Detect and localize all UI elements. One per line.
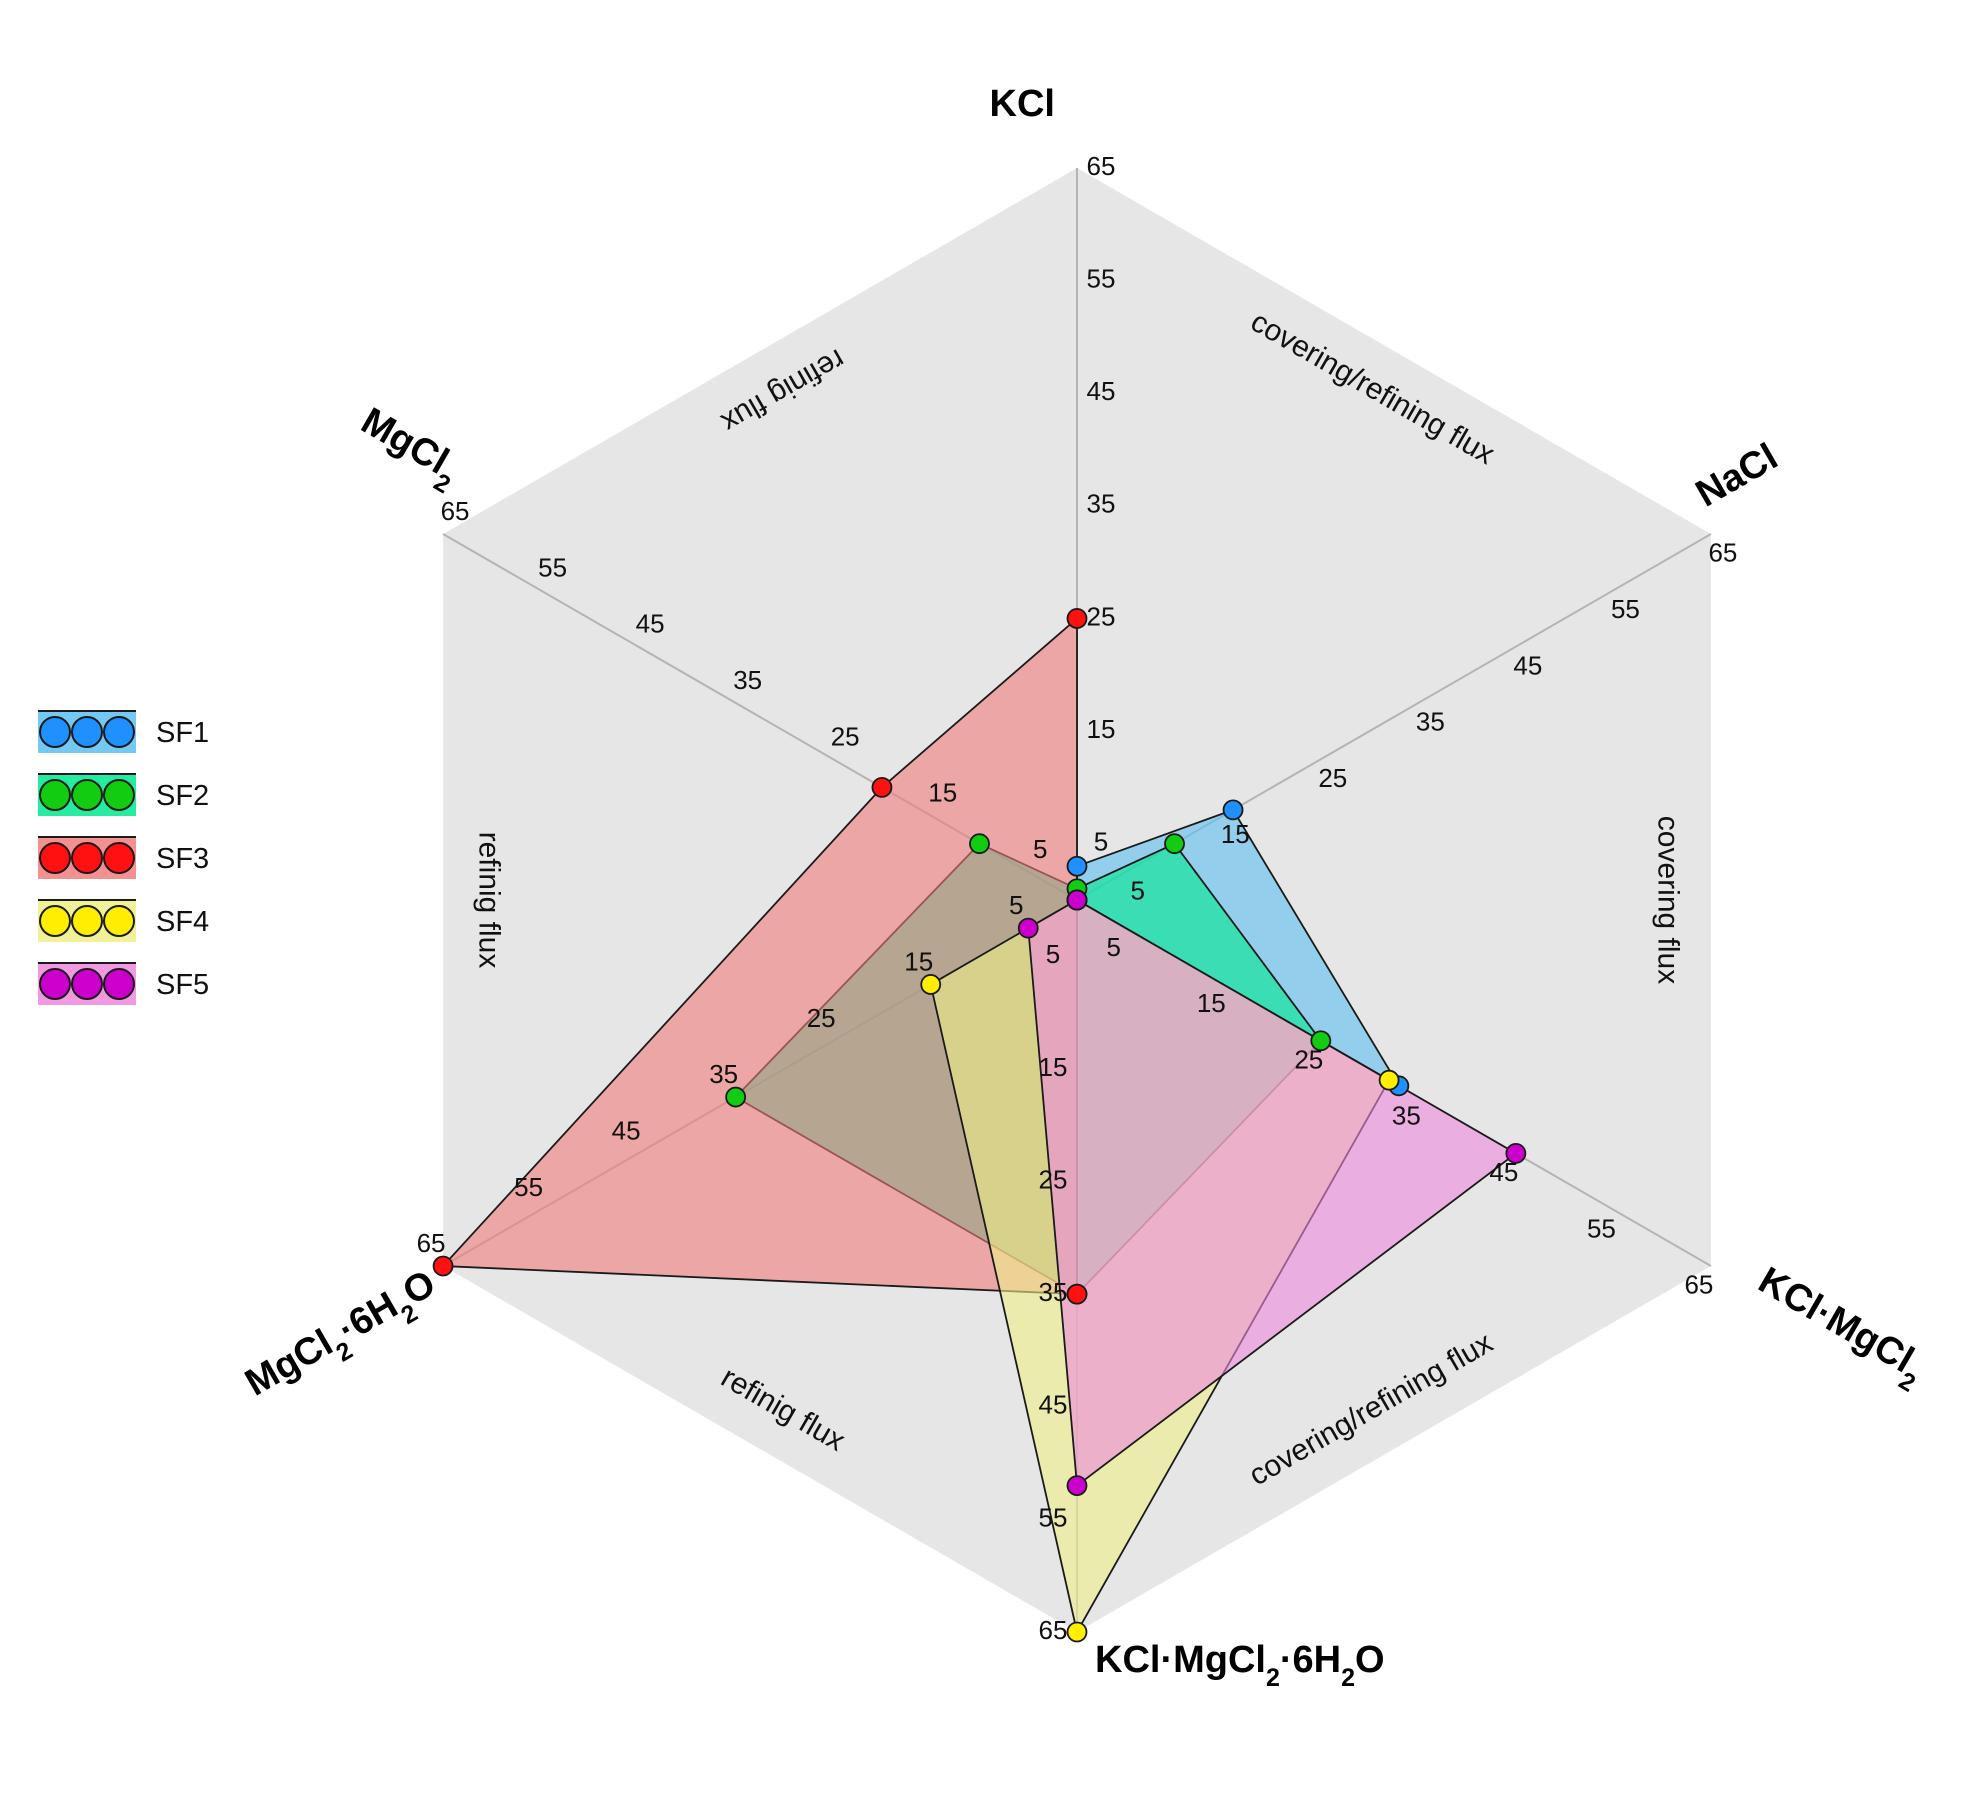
legend-label: SF1 xyxy=(156,717,209,749)
series-area-sf3 xyxy=(441,616,1078,1296)
tick-label: 55 xyxy=(1587,1213,1616,1243)
data-point-sf2 xyxy=(725,1086,747,1108)
axis-title-kcl-mgcl-6ho: KCl·MgCl2·6H2O xyxy=(1095,1639,1385,1692)
data-point-sf4 xyxy=(920,974,942,995)
tick-label: 45 xyxy=(636,609,665,639)
series-layer xyxy=(432,608,1527,1643)
data-point-sf5 xyxy=(1017,917,1039,939)
data-point-sf3 xyxy=(1066,1283,1088,1305)
tick-label: 25 xyxy=(807,1003,836,1033)
legend-entry-sf5: SF5 xyxy=(38,962,209,1005)
tick-label: 35 xyxy=(1087,489,1116,519)
tick-label: 15 xyxy=(1039,1052,1068,1082)
tick-label: 5 xyxy=(1131,876,1145,906)
legend-marker xyxy=(103,968,135,1000)
legend-marker xyxy=(71,779,103,811)
data-point-sf1 xyxy=(1066,855,1088,877)
tick-labels: 5152535455565515253545556551525354555655… xyxy=(417,151,1738,1645)
tick-label: 15 xyxy=(904,947,933,977)
legend-label: SF5 xyxy=(156,969,209,1001)
legend-marker xyxy=(103,842,135,874)
tick-label: 15 xyxy=(1087,714,1116,744)
tick-label: 65 xyxy=(1684,1270,1713,1300)
tick-label: 45 xyxy=(1513,650,1542,680)
axis-title-nacl: NaCl xyxy=(1689,436,1785,516)
legend-marker xyxy=(39,779,71,811)
data-point-sf2 xyxy=(1164,833,1185,855)
data-point-sf3 xyxy=(1066,608,1088,629)
tick-label: 35 xyxy=(709,1059,738,1089)
tick-label: 55 xyxy=(514,1172,543,1202)
data-point-sf3 xyxy=(871,776,893,798)
tick-label: 55 xyxy=(1087,263,1116,293)
legend-marker xyxy=(71,968,103,1000)
tick-label: 25 xyxy=(1087,601,1116,631)
data-point-sf4 xyxy=(1378,1069,1400,1091)
tick-label: 65 xyxy=(1039,1615,1068,1645)
legend-marker xyxy=(71,842,103,874)
region-label: covering flux xyxy=(1652,816,1685,984)
legend: SF1 SF2 SF3 SF4 SF5 xyxy=(38,710,209,1005)
data-point-sf5 xyxy=(1066,1475,1088,1496)
data-point-sf3 xyxy=(432,1255,454,1277)
tick-label: 55 xyxy=(1039,1502,1068,1532)
tick-label: 35 xyxy=(1392,1101,1421,1131)
legend-label: SF4 xyxy=(156,906,209,938)
tick-label: 25 xyxy=(1318,763,1347,793)
tick-label: 35 xyxy=(733,665,762,695)
tick-label: 25 xyxy=(1294,1044,1323,1074)
data-point-sf4 xyxy=(1066,1621,1088,1643)
tick-label: 5 xyxy=(1107,932,1121,962)
tick-label: 45 xyxy=(1489,1157,1518,1187)
legend-marker xyxy=(103,779,135,811)
legend-marker xyxy=(39,905,71,937)
tick-label: 45 xyxy=(1087,376,1116,406)
tick-label: 35 xyxy=(1039,1277,1068,1307)
tick-label: 45 xyxy=(1039,1390,1068,1420)
legend-marker xyxy=(103,905,135,937)
tick-label: 25 xyxy=(1039,1164,1068,1194)
tick-label: 65 xyxy=(441,496,470,526)
legend-entry-sf1: SF1 xyxy=(38,710,209,753)
axis-title-kcl: KCl xyxy=(990,83,1055,125)
tick-label: 65 xyxy=(417,1228,446,1258)
legend-entry-sf2: SF2 xyxy=(38,773,209,816)
legend-entry-sf3: SF3 xyxy=(38,836,209,879)
data-point-sf1 xyxy=(1222,799,1244,821)
legend-label: SF3 xyxy=(156,843,209,875)
legend-marker xyxy=(103,716,135,748)
tick-label: 65 xyxy=(1708,538,1737,568)
tick-label: 55 xyxy=(538,552,567,582)
tick-label: 55 xyxy=(1611,594,1640,624)
legend-marker xyxy=(71,905,103,937)
legend-marker xyxy=(71,716,103,748)
data-point-sf2 xyxy=(969,833,990,855)
tick-label: 15 xyxy=(1197,988,1226,1018)
axis-title-mgcl: MgCl2 xyxy=(349,400,468,499)
tick-label: 15 xyxy=(928,778,957,808)
tick-label: 35 xyxy=(1416,707,1445,737)
axis-title-kcl-mgcl: KCl·MgCl2 xyxy=(1746,1259,1933,1397)
tick-label: 5 xyxy=(1033,834,1047,864)
tick-label: 65 xyxy=(1087,151,1116,181)
axis-title-mgcl-6ho: MgCl2·6H2O xyxy=(238,1262,448,1414)
data-point-sf2 xyxy=(1310,1030,1332,1052)
data-point-sf5 xyxy=(1066,889,1088,911)
tick-label: 15 xyxy=(1221,819,1250,849)
legend-marker xyxy=(39,716,71,748)
legend-marker xyxy=(39,842,71,874)
data-point-sf5 xyxy=(1505,1142,1527,1164)
legend-marker xyxy=(39,968,71,1000)
region-label: refinig flux xyxy=(473,832,506,969)
tick-label: 5 xyxy=(1009,890,1023,920)
legend-entry-sf4: SF4 xyxy=(38,899,209,942)
tick-label: 45 xyxy=(612,1115,641,1145)
tick-label: 25 xyxy=(831,721,860,751)
tick-label: 5 xyxy=(1094,827,1108,857)
tick-label: 5 xyxy=(1046,939,1060,969)
legend-label: SF2 xyxy=(156,780,209,812)
